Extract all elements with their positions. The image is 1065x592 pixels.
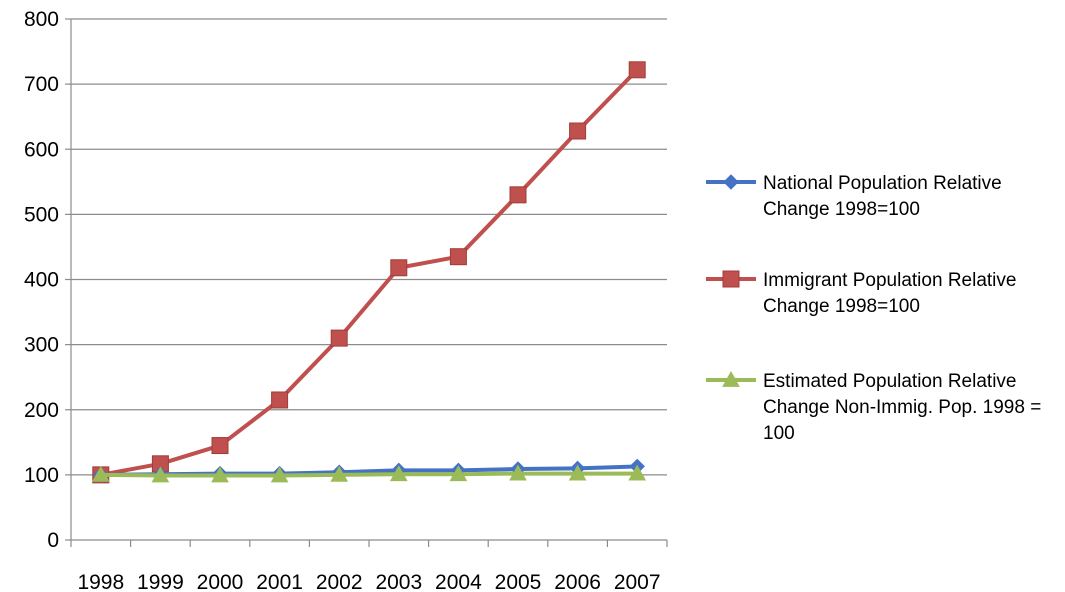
legend-label: Change Non-Immig. Pop. 1998 = xyxy=(763,397,1041,418)
x-tick-label: 2003 xyxy=(375,571,422,592)
y-tick-label: 600 xyxy=(24,138,59,161)
y-tick-label: 800 xyxy=(24,8,59,31)
x-tick-label: 1999 xyxy=(137,571,184,592)
data-point xyxy=(628,61,646,79)
y-tick-label: 500 xyxy=(24,203,59,226)
x-tick-label: 2002 xyxy=(316,571,363,592)
legend-entry: National Population Relative Change 1998=… xyxy=(706,173,1002,220)
series-line xyxy=(100,68,639,477)
legend-swatch-marker xyxy=(722,370,740,387)
legend-label: Change 1998=100 xyxy=(763,296,920,317)
x-axis-tick-labels: 1998 1999 2000 2001 2002 2003 2004 2005 2006 2007 xyxy=(77,571,660,592)
y-tick-label: 300 xyxy=(24,334,59,357)
legend-label: Immigrant Population Relative xyxy=(763,270,1016,291)
series-group xyxy=(91,61,647,484)
legend-entry: Estimated Population Relative Change Non-… xyxy=(706,370,1041,444)
data-point xyxy=(151,466,170,483)
legend-swatch-marker xyxy=(723,174,739,190)
data-point xyxy=(211,437,229,455)
y-tick-label: 0 xyxy=(47,529,59,552)
data-point xyxy=(449,248,467,266)
legend-label: Estimated Population Relative xyxy=(763,371,1016,392)
data-point xyxy=(270,466,289,483)
series-diamond xyxy=(93,458,645,483)
data-point xyxy=(569,122,587,140)
gridlines xyxy=(71,18,667,476)
data-point xyxy=(389,465,408,482)
series-triangle xyxy=(91,464,647,483)
data-point xyxy=(390,259,408,277)
data-point xyxy=(330,465,349,482)
axes xyxy=(65,18,668,547)
legend-swatch-marker xyxy=(722,270,740,288)
x-tick-label: 1998 xyxy=(77,571,124,592)
series-square xyxy=(92,61,646,484)
x-tick-label: 2001 xyxy=(256,571,303,592)
data-point xyxy=(509,186,527,204)
x-tick-label: 2005 xyxy=(495,571,542,592)
data-point xyxy=(330,329,348,347)
x-tick-label: 2000 xyxy=(197,571,244,592)
data-point xyxy=(568,464,587,481)
legend-entry: Immigrant Population Relative Change 1998… xyxy=(706,270,1016,317)
data-point xyxy=(271,391,289,409)
y-tick-label: 400 xyxy=(24,269,59,292)
data-point xyxy=(211,466,229,483)
data-point xyxy=(628,464,647,481)
x-tick-label: 2007 xyxy=(614,571,661,592)
legend-label: Change 1998=100 xyxy=(763,199,920,220)
x-tick-label: 2004 xyxy=(435,571,482,592)
series-line xyxy=(100,471,638,478)
x-tick-label: 2006 xyxy=(554,571,601,592)
legend: National Population Relative Change 1998=… xyxy=(706,173,1041,444)
data-point xyxy=(449,465,468,482)
data-point xyxy=(91,465,110,482)
data-point xyxy=(509,464,527,481)
legend-label: National Population Relative xyxy=(763,173,1002,194)
y-tick-label: 200 xyxy=(24,399,59,422)
y-tick-label: 100 xyxy=(24,464,59,487)
legend-label: 100 xyxy=(763,423,795,444)
y-axis-tick-labels: 0 100 200 300 400 500 600 700 800 xyxy=(24,8,59,552)
y-tick-label: 700 xyxy=(24,73,59,96)
